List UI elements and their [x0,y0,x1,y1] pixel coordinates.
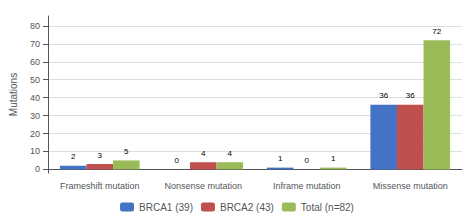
svg-text:Total (n=82): Total (n=82) [301,202,354,213]
svg-text:3: 3 [98,151,103,160]
svg-text:36: 36 [379,91,388,100]
svg-text:50: 50 [30,75,40,85]
svg-text:70: 70 [30,39,40,49]
svg-text:30: 30 [30,111,40,121]
svg-text:36: 36 [406,91,415,100]
svg-text:1: 1 [331,154,336,163]
svg-text:BRCA1 (39): BRCA1 (39) [139,202,193,213]
svg-text:Inframe mutation: Inframe mutation [273,181,341,191]
svg-text:Frameshift mutation: Frameshift mutation [60,181,140,191]
svg-text:4: 4 [201,149,206,158]
svg-text:Missense mutation: Missense mutation [373,181,448,191]
svg-text:5: 5 [124,147,129,156]
svg-text:Mutations: Mutations [8,73,19,116]
svg-text:0: 0 [305,156,310,165]
svg-text:BRCA2 (43): BRCA2 (43) [220,202,274,213]
svg-text:0: 0 [35,164,40,174]
svg-text:20: 20 [30,129,40,139]
svg-text:Nonsense mutation: Nonsense mutation [164,181,242,191]
svg-text:80: 80 [30,21,40,31]
svg-text:40: 40 [30,93,40,103]
svg-text:4: 4 [228,149,233,158]
svg-text:60: 60 [30,57,40,67]
svg-text:10: 10 [30,146,40,156]
svg-text:2: 2 [71,152,76,161]
svg-text:1: 1 [278,154,283,163]
svg-text:0: 0 [174,156,179,165]
svg-text:72: 72 [432,27,441,36]
